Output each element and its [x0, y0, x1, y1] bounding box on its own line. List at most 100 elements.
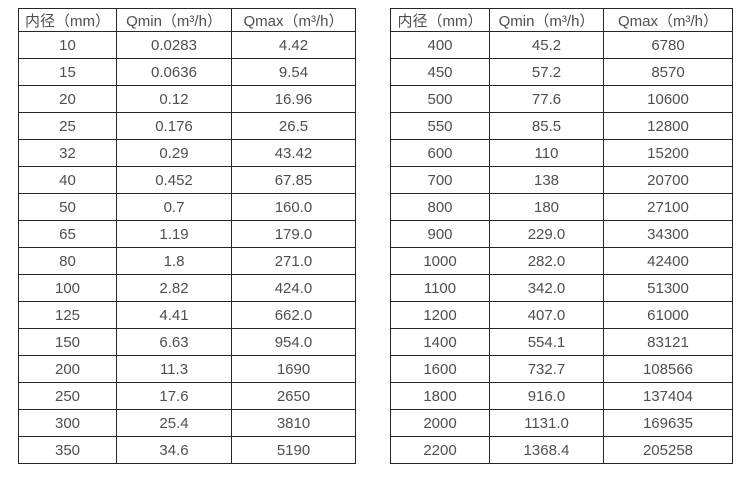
diameter-cell: 65: [18, 220, 117, 248]
table-row: 200 11.3 1690: [18, 355, 356, 383]
diameter-cell: 700: [390, 166, 490, 194]
table-row: 10 0.0283 4.42: [18, 31, 356, 59]
qmin-cell: 554.1: [489, 328, 604, 356]
qmin-cell: 34.6: [116, 436, 232, 464]
table-row: 2000 1131.0 169635: [390, 409, 733, 437]
table-row: 1600 732.7 108566: [390, 355, 733, 383]
diameter-cell: 1400: [390, 328, 490, 356]
qmax-cell: 10600: [603, 85, 733, 113]
qmin-cell: 6.63: [116, 328, 232, 356]
qmax-cell: 42400: [603, 247, 733, 275]
column-header-qmax-cell: Qmax（m³/h）: [603, 8, 733, 32]
qmax-cell: 4.42: [231, 31, 356, 59]
table-row: 400 45.2 6780: [390, 31, 733, 59]
table-row: 1400 554.1 83121: [390, 328, 733, 356]
qmax-cell: 12800: [603, 112, 733, 140]
table-row: 80 1.8 271.0: [18, 247, 356, 275]
table-row: 600 110 15200: [390, 139, 733, 167]
qmin-cell: 0.176: [116, 112, 232, 140]
qmin-cell: 110: [489, 139, 604, 167]
diameter-cell: 40: [18, 166, 117, 194]
qmax-cell: 424.0: [231, 274, 356, 302]
qmax-cell: 160.0: [231, 193, 356, 221]
diameter-cell: 10: [18, 31, 117, 59]
column-header-diameter-cell: 内径（mm）: [390, 8, 490, 32]
diameter-cell: 350: [18, 436, 117, 464]
diameter-cell: 2000: [390, 409, 490, 437]
diameter-cell: 25: [18, 112, 117, 140]
diameter-cell: 600: [390, 139, 490, 167]
table-row: 900 229.0 34300: [390, 220, 733, 248]
qmax-cell: 954.0: [231, 328, 356, 356]
table-row: 25 0.176 26.5: [18, 112, 356, 140]
qmin-cell: 17.6: [116, 382, 232, 410]
qmin-cell: 45.2: [489, 31, 604, 59]
diameter-cell: 50: [18, 193, 117, 221]
table-row: 20 0.12 16.96: [18, 85, 356, 113]
flow-rate-table-right: 内径（mm） Qmin（m³/h） Qmax（m³/h） 400 45.2 6780 450…: [390, 8, 733, 464]
diameter-cell: 450: [390, 58, 490, 86]
qmax-cell: 271.0: [231, 247, 356, 275]
table-row: 50 0.7 160.0: [18, 193, 356, 221]
qmax-cell: 169635: [603, 409, 733, 437]
qmax-cell: 27100: [603, 193, 733, 221]
qmax-cell: 205258: [603, 436, 733, 464]
qmin-cell: 85.5: [489, 112, 604, 140]
diameter-cell: 250: [18, 382, 117, 410]
qmin-cell: 1.19: [116, 220, 232, 248]
qmin-cell: 57.2: [489, 58, 604, 86]
diameter-cell: 800: [390, 193, 490, 221]
table-row: 1800 916.0 137404: [390, 382, 733, 410]
diameter-cell: 2200: [390, 436, 490, 464]
qmin-cell: 1131.0: [489, 409, 604, 437]
qmax-cell: 8570: [603, 58, 733, 86]
qmin-cell: 282.0: [489, 247, 604, 275]
diameter-cell: 300: [18, 409, 117, 437]
qmax-cell: 2650: [231, 382, 356, 410]
qmin-cell: 25.4: [116, 409, 232, 437]
qmax-cell: 43.42: [231, 139, 356, 167]
qmin-cell: 4.41: [116, 301, 232, 329]
diameter-cell: 100: [18, 274, 117, 302]
qmax-cell: 179.0: [231, 220, 356, 248]
qmax-cell: 67.85: [231, 166, 356, 194]
diameter-cell: 20: [18, 85, 117, 113]
table-row: 350 34.6 5190: [18, 436, 356, 464]
flow-rate-table-left: 内径（mm） Qmin（m³/h） Qmax（m³/h） 10 0.0283 4.42 15…: [18, 8, 356, 464]
table-row: 15 0.0636 9.54: [18, 58, 356, 86]
qmin-cell: 916.0: [489, 382, 604, 410]
column-header-qmin-cell: Qmin（m³/h）: [116, 8, 232, 32]
qmax-cell: 5190: [231, 436, 356, 464]
table-row: 450 57.2 8570: [390, 58, 733, 86]
column-header-qmin-cell: Qmin（m³/h）: [489, 8, 604, 32]
qmin-cell: 0.29: [116, 139, 232, 167]
qmax-cell: 34300: [603, 220, 733, 248]
column-header-qmax-cell: Qmax（m³/h）: [231, 8, 356, 32]
diameter-cell: 400: [390, 31, 490, 59]
table-row: 550 85.5 12800: [390, 112, 733, 140]
qmax-cell: 137404: [603, 382, 733, 410]
qmin-cell: 342.0: [489, 274, 604, 302]
header-row: 内径（mm） Qmin（m³/h） Qmax（m³/h）: [18, 8, 356, 32]
qmin-cell: 180: [489, 193, 604, 221]
qmin-cell: 2.82: [116, 274, 232, 302]
table-row: 300 25.4 3810: [18, 409, 356, 437]
diameter-cell: 1800: [390, 382, 490, 410]
table-row: 250 17.6 2650: [18, 382, 356, 410]
diameter-cell: 15: [18, 58, 117, 86]
table-row: 700 138 20700: [390, 166, 733, 194]
table-row: 2200 1368.4 205258: [390, 436, 733, 464]
qmin-cell: 138: [489, 166, 604, 194]
header-row: 内径（mm） Qmin（m³/h） Qmax（m³/h）: [390, 8, 733, 32]
table-row: 1100 342.0 51300: [390, 274, 733, 302]
qmin-cell: 77.6: [489, 85, 604, 113]
table-row: 500 77.6 10600: [390, 85, 733, 113]
diameter-cell: 32: [18, 139, 117, 167]
qmax-cell: 15200: [603, 139, 733, 167]
diameter-cell: 1000: [390, 247, 490, 275]
qmin-cell: 732.7: [489, 355, 604, 383]
qmin-cell: 0.452: [116, 166, 232, 194]
qmax-cell: 51300: [603, 274, 733, 302]
qmin-cell: 1.8: [116, 247, 232, 275]
diameter-cell: 1600: [390, 355, 490, 383]
